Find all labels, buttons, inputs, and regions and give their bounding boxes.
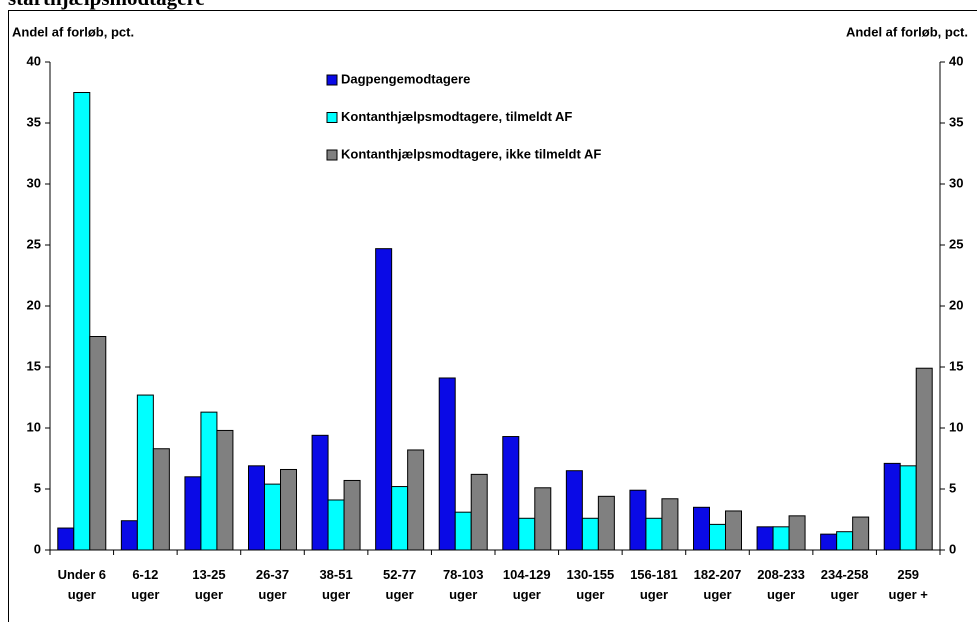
chart-title: starthjælpsmodtagere (8, 0, 205, 11)
bar (709, 523, 726, 551)
y2-tick-label: 25 (949, 236, 963, 251)
bar (645, 517, 663, 551)
bar (629, 489, 647, 551)
bar (407, 449, 425, 551)
y2-tick-label: 5 (949, 480, 956, 495)
bar (264, 483, 281, 551)
y-tick-label: 35 (27, 114, 41, 129)
bar (772, 526, 790, 551)
x-tick-label: 234-258 uger (820, 567, 869, 602)
x-tick-label: 13-25 uger (192, 567, 226, 602)
bar (470, 473, 488, 551)
x-tick-label: 6-12 uger (131, 567, 160, 602)
bar (200, 411, 218, 551)
bar (756, 526, 774, 551)
bar (899, 465, 917, 551)
legend-label: Dagpengemodtagere (341, 71, 470, 86)
legend-swatch (326, 112, 338, 123)
bar (565, 470, 583, 551)
y2-tick-label: 40 (949, 53, 963, 68)
x-tick-label: 259 uger + (888, 567, 928, 602)
y-tick-label: 15 (27, 358, 41, 373)
x-tick-label: 52-77 uger (383, 567, 417, 602)
bar (438, 377, 456, 551)
y-axis-label: Andel af forløb, pct. (12, 24, 134, 39)
bar (120, 520, 138, 551)
bar (883, 462, 901, 551)
bar (852, 516, 870, 551)
y2-axis-label: Andel af forløb, pct. (846, 24, 968, 39)
bar (788, 515, 806, 551)
x-tick-label: 130-155 uger (566, 567, 615, 602)
bar (152, 448, 170, 551)
bar (73, 92, 91, 551)
bar (597, 495, 615, 551)
bar (725, 510, 742, 551)
x-tick-label: 78-103 uger (442, 567, 484, 602)
y-tick-label: 25 (27, 236, 41, 251)
bar (311, 434, 329, 551)
y-tick-label: 20 (27, 297, 41, 312)
legend-swatch (326, 74, 338, 86)
bar (915, 367, 933, 551)
bar (581, 517, 599, 551)
y-tick-label: 0 (34, 541, 41, 556)
bar (518, 517, 536, 551)
y-tick-label: 40 (27, 53, 41, 68)
bar (836, 531, 854, 551)
legend-label: Kontanthjælpsmodtagere, ikke tilmeldt AF (341, 146, 601, 161)
y-tick-label: 10 (27, 419, 41, 434)
frame (8, 10, 977, 622)
x-tick-label: 26-37 uger (255, 567, 290, 602)
bar (391, 486, 409, 551)
bar (534, 487, 552, 551)
bar (375, 248, 393, 551)
bar (693, 506, 710, 551)
bar (280, 468, 297, 551)
bar (502, 436, 520, 551)
bar (661, 498, 679, 551)
bar (184, 476, 202, 551)
bar (57, 527, 75, 551)
bar (454, 511, 472, 551)
y2-tick-label: 10 (949, 419, 963, 434)
bar (136, 394, 154, 551)
x-tick-label: 104-129 uger (502, 567, 551, 602)
bar (216, 429, 234, 551)
legend-label: Kontanthjælpsmodtagere, tilmeldt AF (341, 109, 572, 124)
x-tick-label: 156-181 uger (630, 567, 678, 602)
x-tick-label: 38-51 uger (319, 567, 353, 602)
bar (248, 465, 265, 551)
y2-tick-label: 0 (949, 541, 956, 556)
legend-swatch (326, 149, 338, 161)
x-tick-label: Under 6 uger (57, 567, 106, 602)
y-tick-label: 5 (34, 480, 41, 495)
y-tick-label: 30 (27, 175, 41, 190)
bar (343, 479, 361, 551)
x-tick-label: 208-233 uger (757, 567, 805, 602)
bar (327, 499, 345, 551)
bar (89, 336, 107, 551)
y2-tick-label: 35 (949, 114, 963, 129)
y2-tick-label: 20 (949, 297, 963, 312)
x-tick-label: 182-207 uger (693, 567, 742, 602)
y2-tick-label: 15 (949, 358, 963, 373)
bar (820, 533, 838, 551)
y2-tick-label: 30 (949, 175, 963, 190)
